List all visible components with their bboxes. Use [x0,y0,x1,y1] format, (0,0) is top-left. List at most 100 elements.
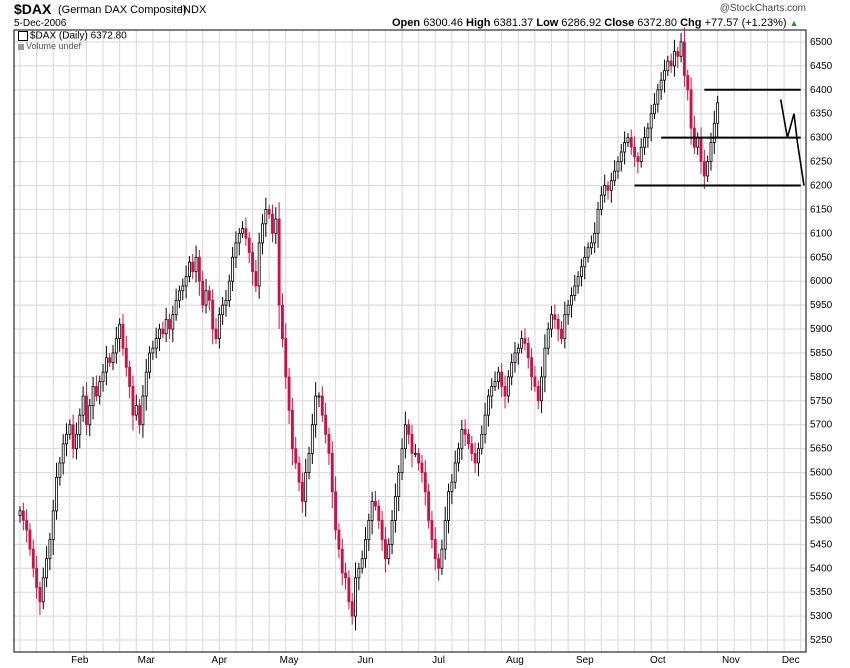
candle-body [583,256,587,268]
y-tick-label: 5550 [810,492,833,503]
y-tick-label: 6350 [810,109,833,120]
candle-body [447,491,450,521]
candle-body [586,247,590,258]
candle-body [48,539,52,560]
candle-body [629,137,633,148]
candle-body [340,548,344,574]
high-label: High [466,17,491,29]
y-tick-label: 6400 [810,85,833,96]
candle-body [277,218,281,306]
candle-body [337,529,341,550]
candle-body [304,472,308,502]
candle-body [78,414,82,435]
candle-body [241,228,245,234]
candle-body [656,89,660,105]
candle-body [450,481,454,493]
candle-body [433,539,437,560]
candle-body [128,366,132,387]
candle-body [344,572,347,579]
candle-body [88,405,92,426]
candle-body [164,319,168,335]
candle-body [187,261,191,277]
candle-body [174,299,178,316]
series-legend: $DAX (Daily) 6372.80 [18,31,127,42]
candle-body [91,386,95,406]
candle-body [536,386,540,402]
candle-body [310,424,314,454]
candle-body [417,453,421,464]
chg-label: Chg [680,17,702,29]
candle-body [31,548,35,569]
stockcharts-credit[interactable]: @StockCharts.com [719,3,806,14]
y-tick-label: 6250 [810,157,833,168]
candle-body [653,103,656,115]
y-tick-label: 5450 [810,539,833,550]
candle-body [191,261,195,273]
x-tick-label: May [280,655,299,666]
candle-body [114,338,118,354]
candle-body [320,395,324,416]
candle-body [516,347,520,354]
candle-body [579,266,583,277]
y-tick-label: 5400 [810,563,833,574]
candle-body [543,347,547,378]
y-tick-label: 5700 [810,420,833,431]
candle-body [420,462,424,473]
projection-path [779,99,805,186]
candle-body [460,429,464,450]
candle-body [25,520,29,531]
y-tick-label: 5900 [810,324,833,335]
candle-body [493,381,497,387]
candle-body [673,51,676,67]
candle-body [533,376,537,387]
y-axis-ticks: 5250 5300 5350 5400 5450 5500 5550 5600 5650 5700… [810,37,833,646]
candle-body [58,462,62,478]
chart-header: $DAX (German DAX Composite) INDX 5-Dec-2… [0,0,850,30]
candlesticks [18,27,720,631]
candle-body [400,448,404,473]
y-tick-label: 6500 [810,37,833,48]
candle-body [287,376,291,411]
candle-body [224,299,228,306]
candle-body [689,89,693,129]
y-tick-label: 5250 [810,635,833,646]
x-tick-label: Dec [782,655,800,666]
candle-body [138,405,142,426]
plot-border [13,29,807,653]
candle-body [383,539,387,560]
candle-body [330,453,334,493]
candle-body [111,352,115,363]
candle-body [334,491,338,531]
y-tick-label: 5850 [810,348,833,359]
candle-body [124,347,128,368]
volume-bars-icon [18,43,24,50]
candle-body [181,285,185,292]
candle-body [649,113,653,129]
candle-body [666,60,670,72]
candle-body [457,448,460,464]
y-tick-label: 5950 [810,300,833,311]
candle-body [490,386,494,397]
series-legend-label: $DAX (Daily) 6372.80 [30,30,127,42]
x-tick-label: Apr [212,655,228,666]
candle-body [403,424,407,450]
candle-body [556,319,560,330]
candle-body [443,520,447,550]
candle-body [178,290,181,301]
candle-body [712,122,716,143]
candle-body [350,601,354,617]
open-value: 6300.46 [423,17,463,29]
candle-body [553,314,557,320]
candle-body [171,314,175,330]
candle-body [453,462,457,483]
candle-body [51,510,55,540]
y-tick-label: 6000 [810,276,833,287]
candle-body [354,577,357,617]
candle-body [440,548,444,569]
candle-body [45,558,49,579]
candle-body [503,386,507,397]
candle-body [523,338,527,344]
candle-body [300,481,304,502]
candle-body [151,347,155,354]
